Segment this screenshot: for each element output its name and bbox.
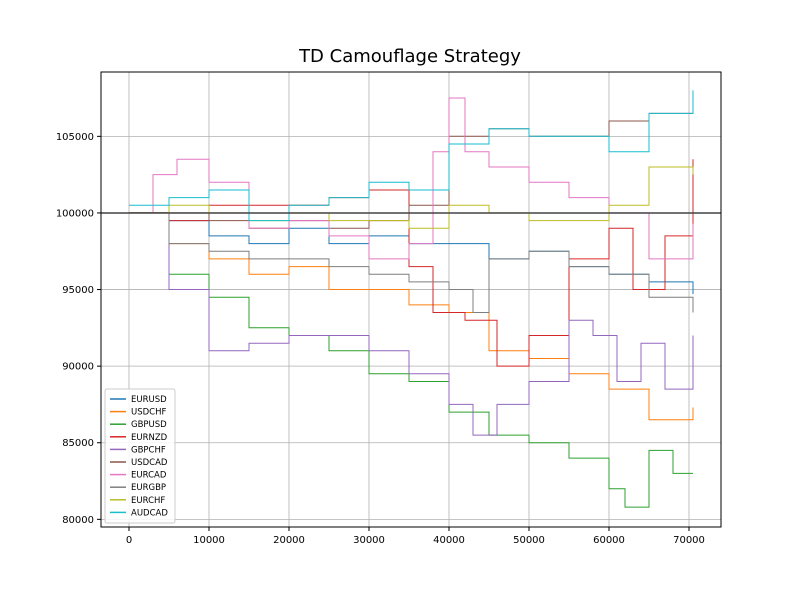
y-tick-label: 80000 <box>62 515 94 526</box>
legend-label-eurcad: EURCAD <box>131 471 167 481</box>
x-tick-label: 30000 <box>353 535 385 546</box>
x-tick-label: 50000 <box>513 535 545 546</box>
x-tick-label: 20000 <box>273 535 305 546</box>
plot-frame <box>100 71 722 528</box>
series-line-gbpusd <box>129 212 693 508</box>
legend-label-eurusd: EURUSD <box>131 395 167 405</box>
x-tick-label: 70000 <box>673 535 705 546</box>
legend-label-gbpchf: GBPCHF <box>131 445 166 455</box>
y-tick-label: 95000 <box>62 285 94 296</box>
series-line-usdcad <box>129 112 693 229</box>
legend-label-eurgbp: EURGBP <box>131 483 166 493</box>
y-tick-label: 100000 <box>56 208 94 219</box>
x-tick-label: 60000 <box>593 535 625 546</box>
x-tick-label: 0 <box>126 535 132 546</box>
legend-label-gbpusd: GBPUSD <box>131 420 167 430</box>
legend-label-eurchf: EURCHF <box>131 496 165 506</box>
y-tick-label: 85000 <box>62 438 94 449</box>
legend-label-usdcad: USDCAD <box>131 458 168 468</box>
legend-label-usdchf: USDCHF <box>131 408 166 418</box>
legend-box <box>104 388 176 524</box>
x-tick-label: 10000 <box>193 535 225 546</box>
series-line-eurgbp <box>129 212 694 313</box>
series-line-gbpchf <box>129 212 694 436</box>
x-tick-label: 40000 <box>433 535 465 546</box>
series-line-audcad <box>129 90 694 222</box>
series-line-usdchf <box>129 212 694 421</box>
y-tick-label: 90000 <box>62 362 94 373</box>
chart-title: TD Camouflage Strategy <box>299 46 521 67</box>
legend-label-eurnzd: EURNZD <box>131 433 168 443</box>
series-line-eurcad <box>129 97 694 260</box>
y-tick-label: 105000 <box>56 132 94 143</box>
legend-label-audcad: AUDCAD <box>131 508 168 518</box>
